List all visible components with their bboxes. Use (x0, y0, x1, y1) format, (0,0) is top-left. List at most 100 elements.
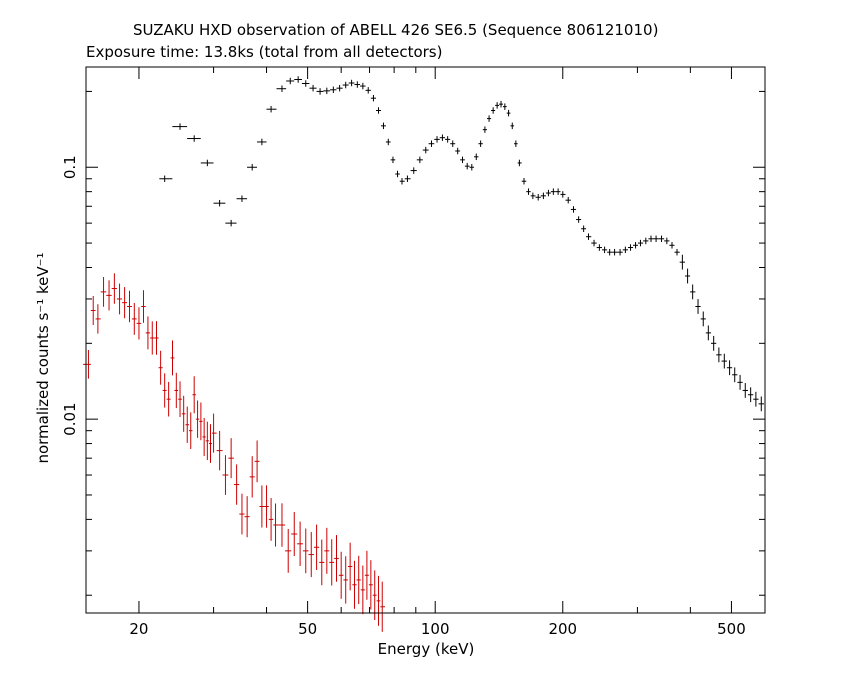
data-point (254, 440, 260, 483)
data-point (482, 126, 487, 133)
data-point (228, 438, 234, 479)
data-point (188, 412, 193, 450)
data-point (495, 102, 500, 109)
data-point (301, 80, 310, 87)
data-point (747, 387, 754, 403)
data-point (212, 413, 217, 453)
data-point (510, 122, 515, 130)
data-point (450, 140, 456, 147)
data-point (159, 175, 173, 183)
data-point (285, 528, 292, 573)
x-tick-label: 50 (298, 620, 317, 638)
data-point (343, 556, 348, 604)
data-point (565, 196, 571, 204)
data-point (416, 156, 423, 164)
plot-frame (85, 66, 766, 614)
data-point (294, 76, 302, 83)
data-point (330, 86, 337, 94)
data-point (348, 79, 355, 87)
data-point (491, 107, 496, 114)
data-point (545, 189, 551, 197)
data-point (380, 122, 386, 130)
data-point (664, 237, 670, 245)
data-point (601, 246, 608, 254)
data-point (612, 248, 618, 256)
data-point (643, 237, 649, 245)
data-point (141, 290, 146, 323)
x-tick-label: 100 (421, 620, 450, 638)
data-point (596, 244, 602, 251)
data-point (216, 430, 223, 471)
data-point (352, 560, 357, 609)
data-point (342, 81, 349, 89)
data-point (550, 188, 556, 195)
data-point (199, 402, 203, 441)
y-tick-label: 0.1 (61, 155, 79, 179)
data-point (297, 521, 303, 566)
data-point (323, 87, 331, 95)
data-point (390, 156, 396, 164)
data-point (286, 77, 295, 85)
data-point (192, 376, 196, 414)
data-point (257, 138, 267, 146)
data-point (570, 206, 577, 213)
data-point (530, 192, 536, 200)
data-point (726, 360, 733, 376)
data-layer (83, 76, 765, 632)
data-point (181, 395, 186, 432)
data-point (422, 146, 429, 154)
data-point (506, 109, 511, 117)
data-point (244, 496, 250, 538)
chart-subtitle: Exposure time: 13.8ks (total from all de… (86, 43, 443, 61)
data-point (526, 188, 531, 195)
data-point (365, 87, 371, 94)
data-point (324, 527, 330, 574)
data-point (178, 381, 182, 418)
data-point (560, 191, 566, 198)
data-point (185, 406, 189, 443)
data-point (200, 159, 214, 167)
data-point (100, 277, 107, 307)
data-point (684, 268, 691, 284)
data-point (276, 85, 287, 92)
data-point (208, 424, 213, 463)
data-point (145, 316, 151, 350)
axis-layer: 20 50 100 200 500 0.01 0.1 (61, 67, 766, 638)
data-point (474, 153, 479, 161)
data-point (259, 485, 265, 528)
chart-title: SUZAKU HXD observation of ABELL 426 SE6.… (133, 21, 659, 39)
data-point (247, 164, 258, 171)
x-axis-label: Energy (keV) (377, 640, 475, 658)
x-tick-label: 200 (548, 620, 577, 638)
data-point (521, 177, 527, 185)
data-point (319, 539, 325, 586)
data-point (617, 248, 623, 256)
data-point (356, 555, 361, 605)
data-point (627, 244, 634, 251)
data-point (308, 532, 314, 578)
data-point (705, 325, 712, 341)
data-point (410, 167, 417, 174)
data-point (690, 284, 696, 300)
x-tick-label: 500 (717, 620, 746, 638)
series-2 (83, 273, 385, 632)
data-point (674, 248, 680, 256)
x-tick-label: 20 (129, 620, 148, 638)
data-point (535, 194, 541, 201)
data-point (170, 340, 175, 376)
data-point (313, 524, 320, 570)
data-point (514, 140, 518, 147)
data-point (95, 304, 101, 334)
data-point (455, 147, 461, 155)
data-point (131, 302, 137, 335)
data-point (354, 81, 361, 88)
data-point (517, 159, 522, 167)
data-point (395, 170, 400, 178)
data-point (439, 134, 446, 141)
data-point (581, 225, 587, 232)
data-point (90, 295, 96, 325)
data-point (737, 374, 743, 390)
data-point (607, 248, 613, 256)
data-point (638, 239, 644, 247)
